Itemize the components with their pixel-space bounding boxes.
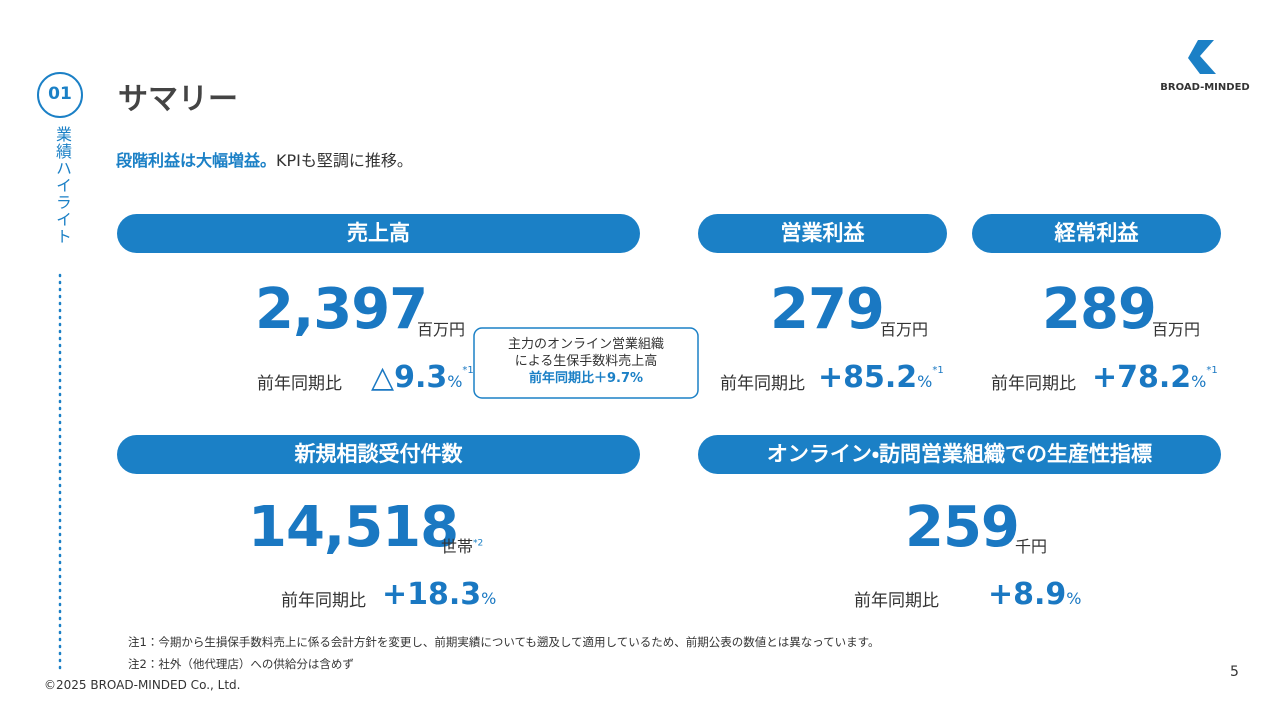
logo-mark [1188, 40, 1216, 74]
logo-text: BROAD-MINDED [1160, 82, 1250, 93]
copyright: ©2025 BROAD-MINDED Co., Ltd. [44, 678, 241, 692]
lead: 段階利益は大幅増益。KPIも堅調に推移。 [116, 147, 413, 171]
kpi-value: 279 [770, 277, 885, 342]
callout: 主力のオンライン営業組織 による生保手数料売上高 前年同期比＋9.7% [474, 336, 698, 387]
kpi-header: オンライン・訪問営業組織での生産性指標 [698, 435, 1221, 474]
kpi-value: 289 [1042, 277, 1157, 342]
note: 注2：社外（他代理店）への供給分は含めず [128, 657, 354, 671]
kpi-unit: 世帯*2 [441, 533, 483, 557]
callout-emphasis: 前年同期比＋9.7% [528, 371, 644, 386]
kpi-value: 2,397 [255, 277, 428, 342]
unit-text: 世帯 [441, 537, 474, 556]
callout-box [473, 327, 699, 399]
note-ref: *2 [473, 538, 484, 549]
kpi-header: 営業利益 [698, 214, 947, 253]
change-unit: % [1191, 372, 1207, 391]
callout-line: 主力のオンライン営業組織 [507, 337, 664, 352]
change: △9.3%*1 [371, 363, 474, 393]
change: +78.2%*1 [1092, 363, 1218, 393]
change: +8.9% [988, 580, 1081, 610]
kpi-header: 新規相談受付件数 [117, 435, 640, 474]
section-label: 業績ハイライト [53, 126, 72, 245]
compare-label: 前年同期比 [991, 374, 1076, 394]
title: サマリー [118, 82, 238, 117]
change-value: +85.2 [818, 360, 918, 395]
kpi-unit: 百万円 [417, 320, 466, 339]
note-ref: *1 [1206, 365, 1218, 376]
section-number: 01 [48, 84, 72, 104]
kpi-value: 259 [905, 495, 1020, 560]
kpi-unit: 千円 [1015, 537, 1048, 556]
note-ref: *1 [932, 365, 944, 376]
callout-line: による生保手数料売上高 [514, 354, 658, 369]
change-value: +18.3 [382, 577, 482, 612]
change-value: +78.2 [1092, 360, 1192, 395]
note: 注1：今期から生損保手数料売上に係る会計方針を変更し、前期実績についても遡及して… [128, 635, 880, 649]
change: +85.2%*1 [818, 363, 944, 393]
kpi-unit: 百万円 [1152, 320, 1201, 339]
change-unit: % [917, 372, 933, 391]
kpi-header: 売上高 [117, 214, 640, 253]
kpi-header: 経常利益 [972, 214, 1221, 253]
section-circle [37, 72, 83, 118]
kpi-value: 14,518 [248, 495, 459, 560]
lead-emphasis: 段階利益は大幅増益。 [116, 151, 277, 170]
compare-label: 前年同期比 [281, 591, 366, 611]
change-value: △9.3 [371, 360, 448, 395]
page-number: 5 [1230, 664, 1239, 680]
compare-label: 前年同期比 [854, 591, 939, 611]
kpi-unit: 百万円 [880, 320, 929, 339]
compare-label: 前年同期比 [720, 374, 805, 394]
change-unit: % [481, 589, 497, 608]
change: +18.3% [382, 580, 496, 610]
change-value: +8.9 [988, 577, 1067, 612]
note-ref: *1 [462, 365, 474, 376]
change-unit: % [447, 372, 463, 391]
compare-label: 前年同期比 [257, 374, 342, 394]
change-unit: % [1066, 589, 1082, 608]
lead-rest: KPIも堅調に推移。 [276, 151, 413, 170]
